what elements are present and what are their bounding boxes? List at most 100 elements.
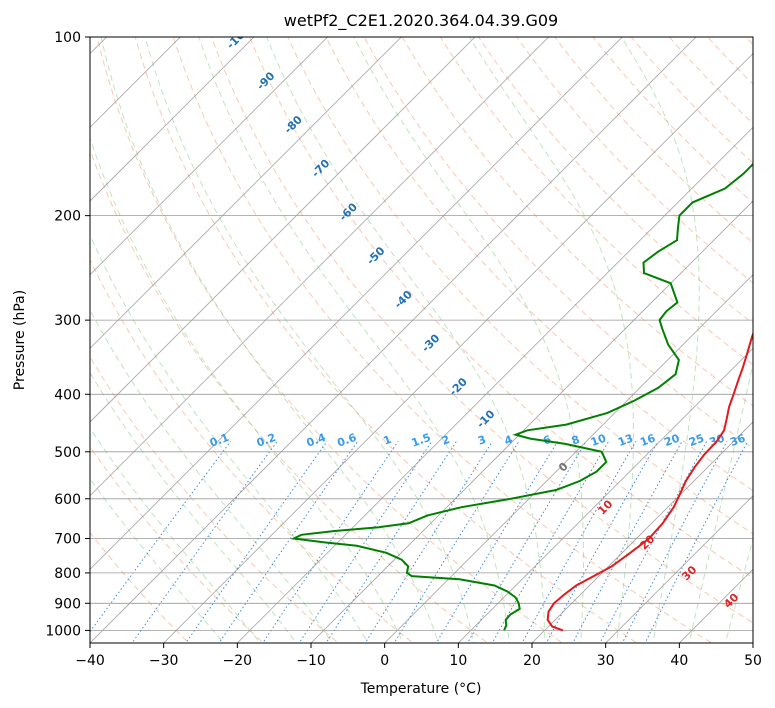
background-lines <box>90 37 753 643</box>
isotherm-line <box>457 347 753 643</box>
dry-adiabat-line <box>287 37 753 535</box>
isotherm-line <box>605 495 753 643</box>
mixing-ratio-label: 2 <box>440 433 452 448</box>
dry-adiabat-line <box>90 531 190 643</box>
dry-adiabat-line <box>363 37 753 449</box>
mixing-ratio-line <box>545 441 659 643</box>
mixing-ratio-label: 25 <box>687 432 706 449</box>
y-tick-label: 300 <box>54 313 81 329</box>
mixing-ratio-label: 1.5 <box>410 431 433 450</box>
moist-adiabat-line <box>100 37 440 643</box>
x-tick-label: −10 <box>296 653 326 669</box>
y-tick-label: 800 <box>54 566 81 582</box>
x-tick-label: 0 <box>380 653 389 669</box>
moist-adiabat-line <box>468 37 634 643</box>
moist-adiabat-line <box>90 233 369 643</box>
dry-adiabat-line <box>172 37 713 643</box>
isotherm-line <box>90 37 329 276</box>
moist-adiabat-line <box>688 361 753 643</box>
x-tick-label: 40 <box>670 653 688 669</box>
dry-adiabat-line <box>477 37 753 325</box>
y-tick-label: 1000 <box>45 623 81 639</box>
mixing-ratio-label: 36 <box>728 431 747 449</box>
mixing-ratio-label: 4 <box>503 433 515 448</box>
x-tick-label: −30 <box>149 653 179 669</box>
isotherm-line <box>90 37 476 423</box>
mixing-ratio-label: 10 <box>589 431 608 449</box>
y-tick-label: 700 <box>54 532 81 548</box>
mixing-ratio-line <box>262 441 399 643</box>
x-axis-label: Temperature (°C) <box>360 681 482 697</box>
mixing-ratio-line <box>298 441 433 643</box>
mixing-ratio-line <box>393 441 520 643</box>
chart-title: wetPf2_C2E1.2020.364.04.39.G09 <box>284 11 558 31</box>
dry-adiabat-line <box>592 37 753 204</box>
mixing-ratio-line <box>218 441 359 643</box>
x-tick-label: 30 <box>597 653 615 669</box>
x-tick-label: −40 <box>75 653 105 669</box>
dry-adiabat-line <box>630 37 753 164</box>
plot-area: -100-90-80-70-60-50-40-30-20-10010203040… <box>90 37 753 643</box>
x-tick-label: 50 <box>744 653 762 669</box>
moist-adiabat-line <box>90 427 261 643</box>
y-axis: 1000 900 800 700 600 500 400 300 200 100 <box>45 30 90 639</box>
mixing-ratio-line <box>364 441 493 643</box>
plot-frame <box>89 36 754 644</box>
mixing-ratio-label: 13 <box>616 432 635 449</box>
mixing-ratio-line <box>599 441 708 643</box>
dry-adiabat-line <box>210 37 753 624</box>
dewpoint-profile-line <box>290 162 753 631</box>
isotherm-line <box>90 37 402 349</box>
moist-adiabat-line <box>90 477 225 643</box>
moist-adiabat-line <box>266 37 546 643</box>
dry-adiabat-line <box>90 355 339 643</box>
moist-adiabat-line <box>198 37 510 643</box>
y-tick-label: 500 <box>54 445 81 461</box>
x-tick-label: −20 <box>223 653 253 669</box>
temperature-profile-line <box>546 331 753 632</box>
isotherm-line <box>90 37 181 128</box>
dry-adiabat-line <box>554 37 753 244</box>
isotherm-line <box>236 126 753 643</box>
isotherm-line <box>90 37 550 497</box>
moist-adiabat-line <box>90 136 404 643</box>
isotherm-line <box>90 37 697 643</box>
mixing-ratio-label: 0.1 <box>208 431 231 450</box>
moist-adiabat-line <box>144 37 475 643</box>
mixing-ratio-label: 0.6 <box>335 431 358 450</box>
mixing-ratio-label: 3 <box>476 433 488 448</box>
mixing-ratio-label: 0.4 <box>305 431 328 450</box>
mixing-ratio-line <box>90 441 232 633</box>
y-tick-label: 400 <box>54 387 81 403</box>
x-axis: −40 −30 −20 −10 0 10 20 30 40 50 <box>75 643 762 669</box>
mixing-ratio-line <box>644 441 749 643</box>
y-tick-label: 900 <box>54 596 81 612</box>
isotherm-line <box>90 37 623 570</box>
dry-adiabat-line <box>96 37 564 643</box>
mixing-ratio-label: 8 <box>570 433 582 448</box>
isotherm-line <box>531 421 753 643</box>
x-tick-label: 20 <box>523 653 541 669</box>
dry-adiabat-line <box>249 37 753 579</box>
moist-adiabat-line <box>353 37 584 643</box>
moist-adiabat-line <box>90 308 333 643</box>
isotherm-line <box>384 274 753 643</box>
dry-adiabat-line <box>134 37 638 643</box>
moist-adiabat-line <box>90 371 297 643</box>
x-tick-label: 10 <box>449 653 467 669</box>
series-lines <box>290 162 753 632</box>
moist-adiabat-line <box>725 537 753 643</box>
dry-adiabat-line <box>325 37 753 492</box>
dry-adiabat-line <box>90 148 489 643</box>
isotherm-line <box>163 53 753 643</box>
y-tick-label: 100 <box>54 30 81 46</box>
dry-adiabat-line <box>439 37 753 366</box>
mixing-ratio-line <box>435 441 559 643</box>
isotherm-line <box>90 37 255 202</box>
mixing-ratio-line <box>572 441 683 643</box>
mixing-ratio-label: 0.2 <box>255 431 278 450</box>
y-tick-label: 600 <box>54 492 81 508</box>
mixing-ratio-line <box>521 441 637 643</box>
